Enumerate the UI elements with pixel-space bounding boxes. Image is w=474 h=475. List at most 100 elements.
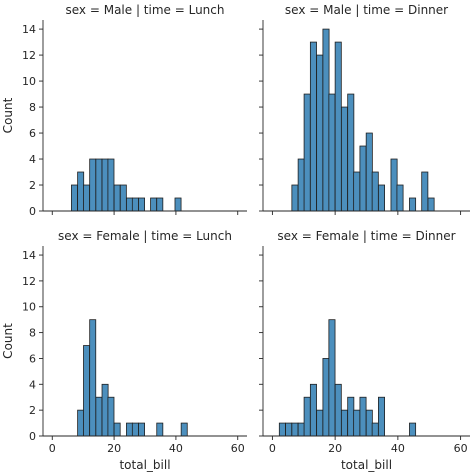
x-tick-label: 60 — [454, 442, 468, 455]
histogram-bar — [421, 171, 429, 212]
y-tick-label: 0 — [29, 205, 36, 218]
x-tick-label: 60 — [231, 442, 245, 455]
histogram-bar — [89, 319, 97, 437]
histogram-bar — [353, 409, 361, 437]
histogram-bar — [297, 422, 305, 437]
histogram-bar — [77, 171, 85, 212]
histogram-bar — [328, 319, 336, 437]
histogram-bar — [291, 422, 299, 437]
histogram-bar — [71, 184, 78, 212]
x-tick-label: 20 — [107, 442, 121, 455]
histogram-bar — [359, 145, 367, 212]
histogram-bar — [119, 184, 127, 212]
y-tick-label: 8 — [29, 327, 36, 340]
x-tick-label: 40 — [391, 442, 405, 455]
histogram-bar — [309, 383, 317, 437]
histogram-bar — [347, 93, 355, 212]
x-tick-label: 40 — [169, 442, 183, 455]
histogram-bar — [83, 345, 90, 437]
histogram-bar — [371, 171, 379, 212]
histogram-bar — [113, 422, 121, 437]
histogram-bar — [303, 93, 311, 212]
histogram-bar — [322, 358, 330, 437]
y-tick-label: 0 — [29, 430, 36, 443]
histogram-bar — [138, 197, 145, 212]
y-tick-label: 12 — [22, 275, 36, 288]
histogram-bar — [278, 422, 286, 437]
panel-title: sex = Female | time = Dinner — [277, 229, 455, 243]
x-axis-label: total_bill — [119, 458, 170, 472]
facet-panel: sex = Male | time = Lunch 0 2 4 6 8 10 12 14 Coun… — [1, 3, 247, 218]
histogram-bar — [297, 158, 305, 212]
facet-panel: sex = Male | time = Dinner — [259, 3, 470, 215]
histogram-bar — [316, 54, 324, 212]
histogram-bar — [101, 383, 109, 437]
histogram-bar — [341, 106, 348, 212]
y-tick-label: 8 — [29, 101, 36, 114]
y-tick-label: 14 — [22, 249, 36, 262]
histogram-bar — [113, 184, 121, 212]
panel-title: sex = Female | time = Lunch — [58, 229, 232, 243]
x-tick-label: 20 — [328, 442, 342, 455]
y-tick-label: 10 — [22, 75, 36, 88]
histogram-bar — [174, 197, 182, 212]
histogram-bar — [150, 197, 158, 212]
histogram-bar — [347, 396, 355, 437]
histogram-bar — [353, 171, 361, 212]
panel-title: sex = Male | time = Lunch — [66, 3, 225, 17]
facet-panels: sex = Male | time = Lunch 0 2 4 6 8 10 12 14 Coun… — [1, 3, 470, 472]
histogram-bar — [409, 197, 417, 212]
histogram-bar — [156, 197, 164, 212]
histogram-bar — [291, 184, 299, 212]
y-tick-label: 2 — [29, 404, 36, 417]
x-tick-label: 0 — [269, 442, 276, 455]
facet-panel: sex = Female | time = Lunch 0 2 4 6 8 10 12 14 0 2… — [1, 229, 247, 472]
histogram-bar — [303, 396, 311, 437]
histogram-bar — [390, 158, 398, 212]
histogram-bar — [316, 409, 324, 437]
y-axis-label: Count — [1, 97, 15, 133]
y-tick-label: 6 — [29, 352, 36, 365]
histogram-bar — [126, 197, 133, 212]
y-axis-label: Count — [1, 323, 15, 359]
histogram-bar — [107, 158, 115, 212]
histogram-bar — [322, 28, 330, 212]
histogram-bar — [371, 422, 379, 437]
y-tick-label: 4 — [29, 153, 36, 166]
x-tick-label: 0 — [49, 442, 56, 455]
histogram-bar — [156, 422, 164, 437]
histogram-bar — [83, 184, 90, 212]
histogram-bar — [180, 422, 188, 437]
histogram-bar — [309, 41, 317, 212]
histogram-bar — [396, 184, 404, 212]
histogram-bar — [107, 396, 115, 437]
y-tick-label: 14 — [22, 23, 36, 36]
histogram-bar — [89, 158, 97, 212]
histogram-bar — [341, 409, 348, 437]
histogram-bar — [77, 409, 85, 437]
histogram-bar — [131, 197, 139, 212]
histogram-bar — [409, 422, 417, 437]
y-tick-label: 10 — [22, 301, 36, 314]
histogram-bar — [101, 158, 109, 212]
panel-title: sex = Male | time = Dinner — [285, 3, 448, 17]
histogram-bar — [378, 396, 385, 437]
y-tick-label: 2 — [29, 179, 36, 192]
y-tick-label: 12 — [22, 49, 36, 62]
histogram-bar — [334, 41, 342, 212]
histogram-bar — [378, 184, 385, 212]
histogram-bar — [328, 93, 336, 212]
y-tick-label: 4 — [29, 378, 36, 391]
histogram-bar — [285, 422, 293, 437]
histogram-bar — [427, 197, 435, 212]
histogram-bar — [95, 396, 103, 437]
histogram-bar — [365, 409, 373, 437]
histogram-bar — [95, 158, 103, 212]
y-tick-label: 6 — [29, 127, 36, 140]
histogram-bar — [138, 422, 145, 437]
histogram-bar — [126, 422, 133, 437]
facet-panel: sex = Female | time = Dinner 0 20 40 60 total… — [259, 229, 470, 472]
histogram-bar — [359, 396, 367, 437]
